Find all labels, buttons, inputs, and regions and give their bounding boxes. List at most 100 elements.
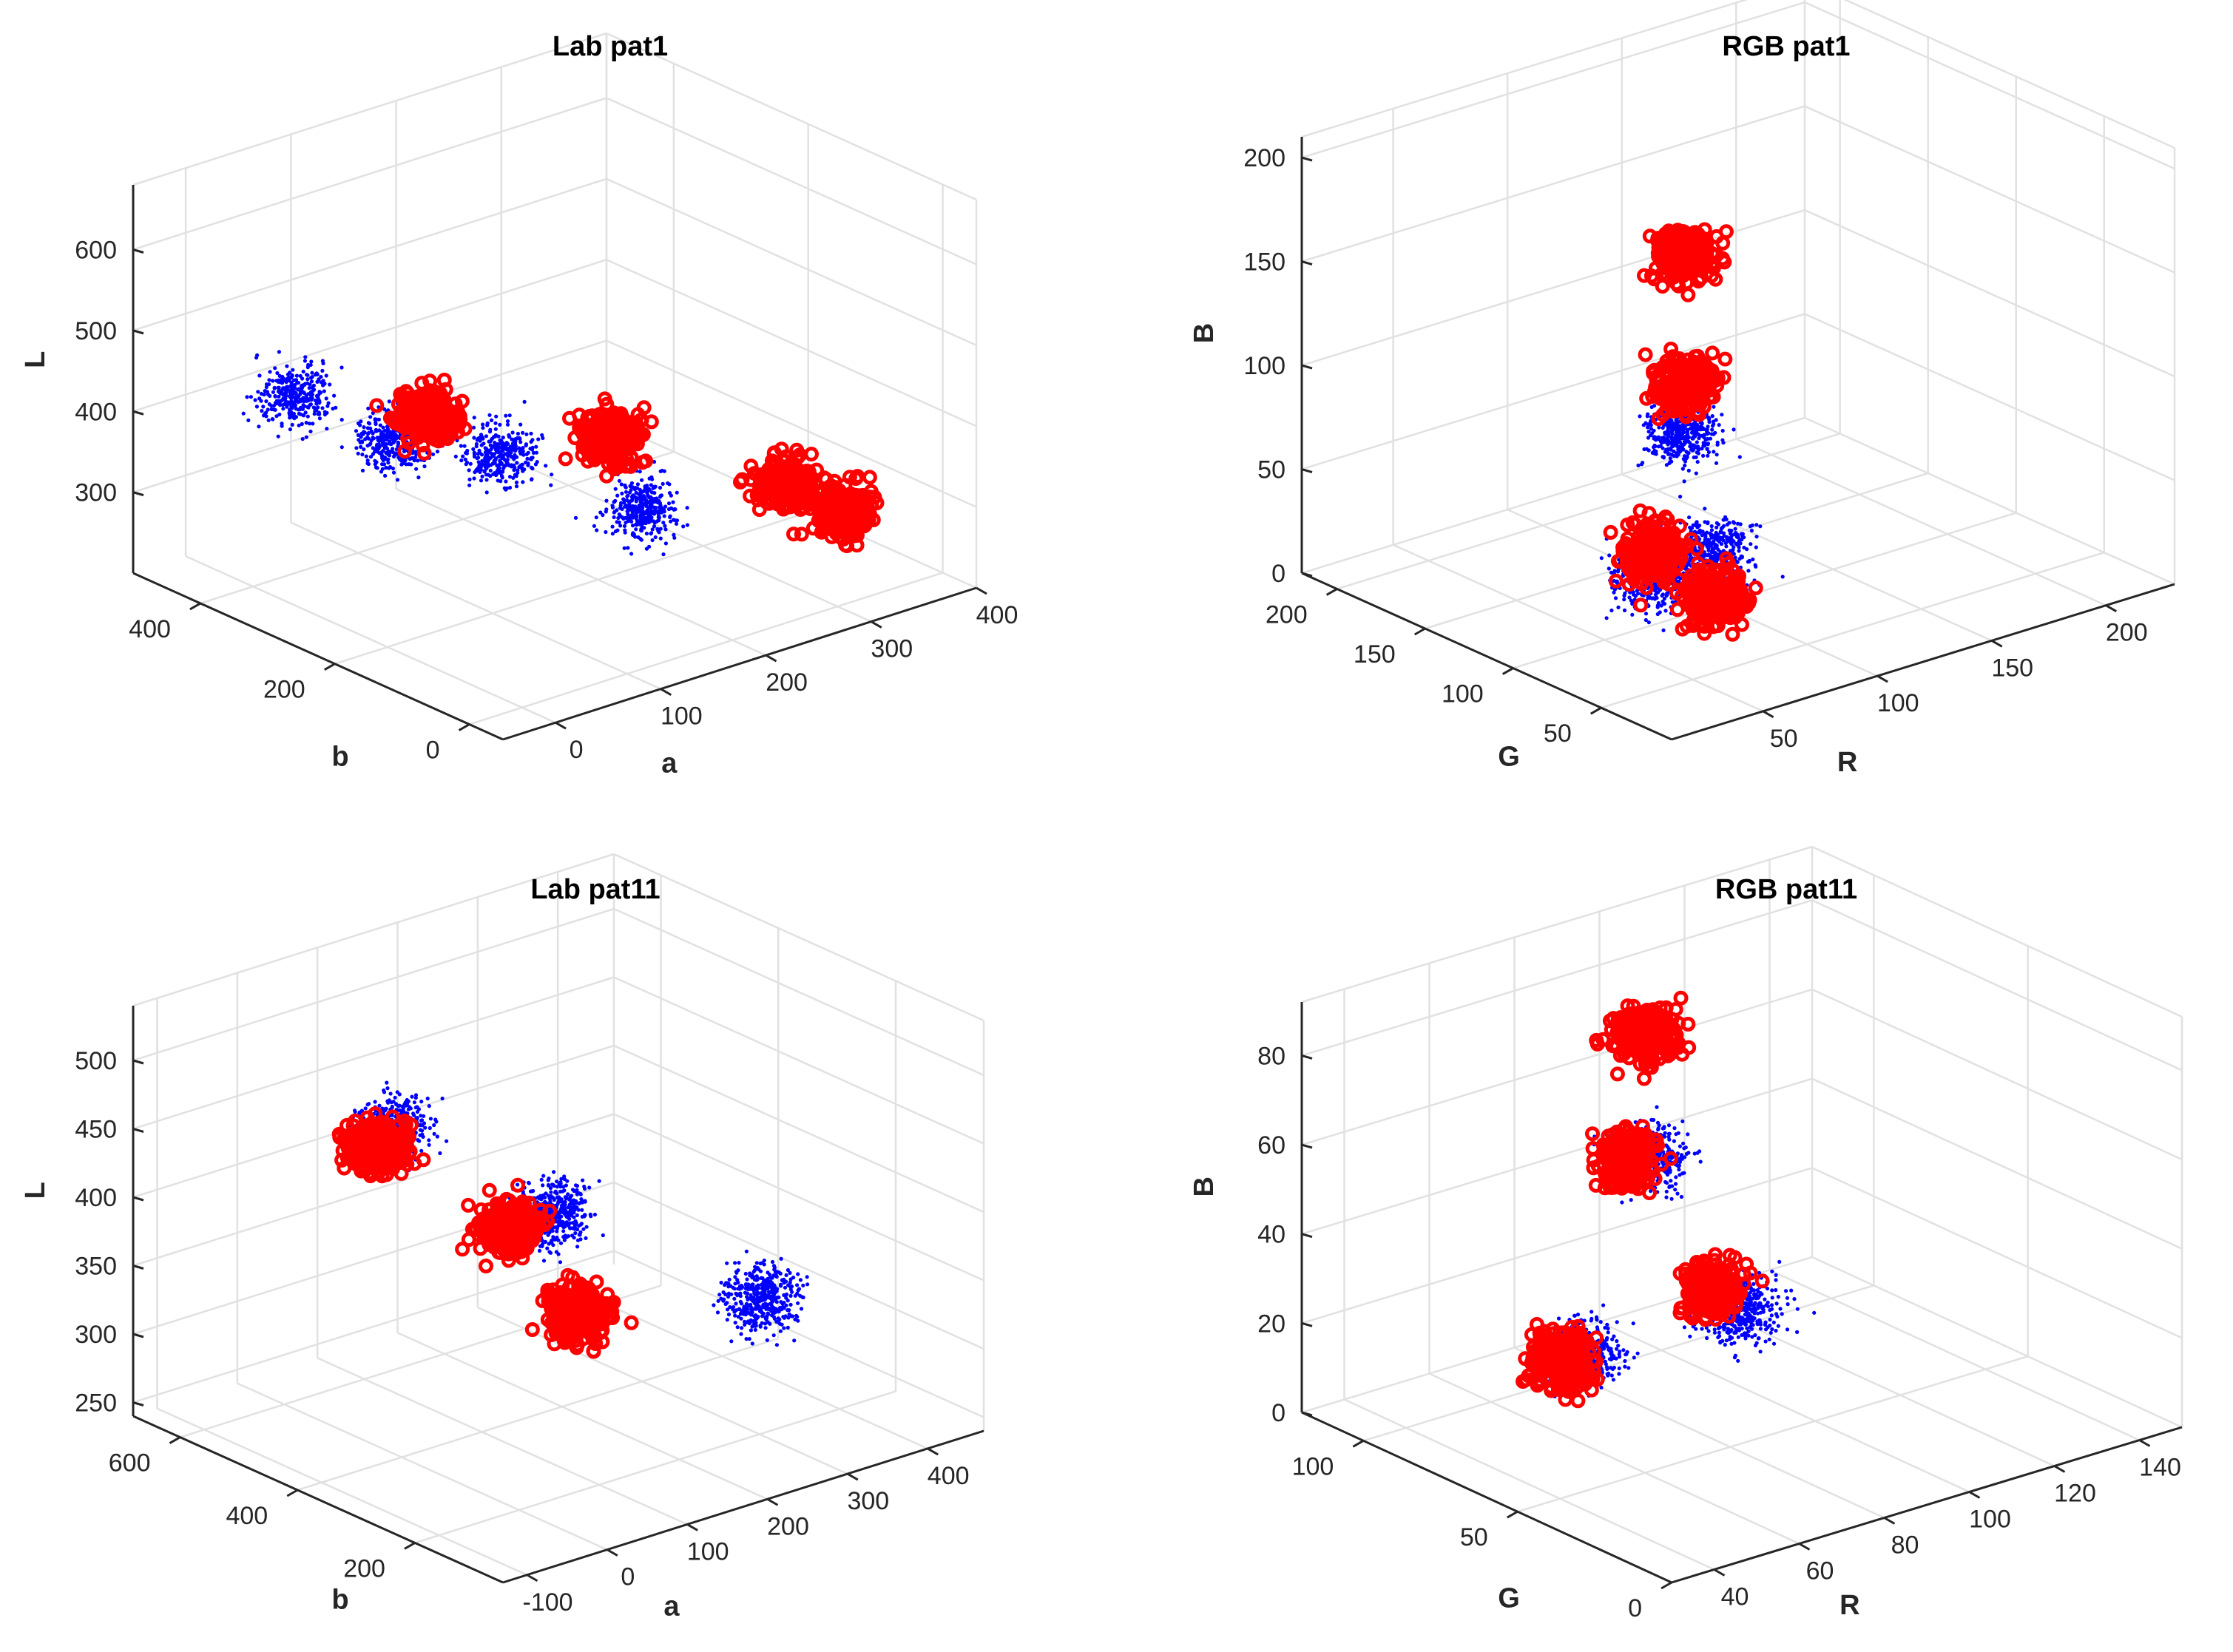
- data-point-blue: [472, 453, 477, 457]
- x-axis-line: [502, 586, 977, 741]
- data-point-blue: [409, 462, 413, 467]
- data-point-blue: [391, 447, 395, 451]
- data-point-blue: [277, 350, 281, 354]
- grid-line-y: [334, 511, 809, 665]
- chart-title: Lab pat1: [553, 31, 668, 62]
- data-point-blue: [1607, 553, 1612, 558]
- data-point-blue: [319, 375, 323, 379]
- z-axis-label: B: [1189, 323, 1220, 343]
- data-point-blue: [276, 434, 280, 439]
- data-point-blue: [278, 403, 283, 407]
- data-point-blue: [280, 374, 285, 379]
- data-point-blue: [484, 490, 489, 495]
- data-point-blue: [594, 515, 598, 520]
- data-point-blue: [613, 498, 618, 503]
- data-point-blue: [373, 458, 377, 463]
- data-point-blue: [1734, 533, 1739, 538]
- data-point-blue: [314, 393, 319, 399]
- data-point-blue: [1714, 461, 1719, 465]
- data-point-blue: [365, 461, 370, 466]
- data-point-blue: [366, 421, 371, 425]
- data-point-blue: [529, 439, 533, 444]
- data-point-blue: [322, 389, 326, 393]
- data-point-blue: [387, 399, 391, 404]
- data-point-blue: [1661, 628, 1666, 633]
- data-point-blue: [653, 535, 658, 540]
- data-point-red: [369, 398, 385, 413]
- data-point-blue: [488, 474, 493, 478]
- data-point-blue: [356, 433, 360, 438]
- data-point-blue: [376, 438, 380, 442]
- data-point-blue: [617, 520, 621, 525]
- data-point-blue: [1706, 424, 1710, 429]
- data-point-blue: [300, 422, 304, 427]
- data-point-blue: [490, 444, 495, 449]
- data-point-blue: [1652, 597, 1657, 601]
- data-point-blue: [640, 498, 644, 504]
- data-point-blue: [362, 425, 366, 430]
- data-point-blue: [1696, 451, 1700, 456]
- data-point-blue: [313, 398, 317, 403]
- data-point-blue: [524, 452, 529, 456]
- data-point-blue: [1712, 404, 1716, 409]
- data-point-blue: [271, 417, 275, 422]
- data-point-blue: [511, 438, 516, 442]
- data-point-blue: [259, 399, 263, 403]
- data-point-blue: [640, 478, 644, 482]
- data-point-blue: [334, 405, 338, 410]
- data-point-blue: [667, 482, 672, 487]
- data-point-blue: [613, 529, 618, 534]
- data-point-blue: [324, 373, 328, 378]
- data-point-blue: [1751, 557, 1755, 562]
- data-point-blue: [592, 524, 597, 528]
- data-point-blue: [610, 504, 615, 508]
- grid-line-y: [1337, 433, 1840, 590]
- data-point-blue: [650, 527, 655, 532]
- data-point-blue: [638, 510, 642, 514]
- data-point-blue: [486, 448, 490, 453]
- data-point-blue: [264, 410, 268, 415]
- data-point-blue: [649, 490, 655, 495]
- data-point-blue: [541, 436, 545, 441]
- data-point-blue: [311, 383, 316, 388]
- data-point-blue: [601, 512, 605, 518]
- grid-line-x: [290, 521, 661, 690]
- data-point-blue: [371, 431, 375, 436]
- data-point-blue: [658, 469, 663, 473]
- data-point-blue: [1681, 457, 1686, 461]
- data-point-blue: [1702, 427, 1706, 432]
- data-point-blue: [472, 476, 476, 481]
- data-point-blue: [311, 388, 315, 393]
- data-point-red: [1748, 580, 1763, 595]
- y-tick-label: 400: [129, 615, 171, 643]
- data-point-blue: [325, 404, 330, 408]
- data-point-blue: [471, 425, 476, 430]
- data-point-blue: [359, 440, 365, 444]
- data-point-blue: [1697, 427, 1701, 432]
- data-point-blue: [274, 399, 279, 403]
- data-point-blue: [302, 413, 306, 418]
- data-point-blue: [414, 467, 419, 471]
- data-point-blue: [534, 444, 538, 449]
- data-point-blue: [650, 497, 655, 501]
- data-point-blue: [618, 524, 623, 528]
- data-point-blue: [413, 455, 418, 460]
- data-point-blue: [619, 482, 624, 487]
- data-point-blue: [366, 426, 371, 430]
- data-point-blue: [510, 430, 515, 435]
- y-tick-label: 200: [1266, 600, 1308, 629]
- data-point-blue: [488, 468, 493, 473]
- data-point-blue: [485, 461, 490, 467]
- data-point-blue: [1701, 441, 1706, 445]
- data-point-blue: [1705, 436, 1710, 441]
- data-point-blue: [296, 387, 300, 392]
- y-tick: [1413, 627, 1426, 636]
- data-point-blue: [281, 407, 286, 411]
- y-tick: [1325, 588, 1338, 596]
- data-point-blue: [314, 371, 319, 376]
- data-point-blue: [667, 491, 672, 495]
- data-point-blue: [669, 506, 674, 511]
- data-point-blue: [294, 378, 299, 382]
- data-point-blue: [1663, 609, 1668, 613]
- data-point-blue: [293, 390, 297, 395]
